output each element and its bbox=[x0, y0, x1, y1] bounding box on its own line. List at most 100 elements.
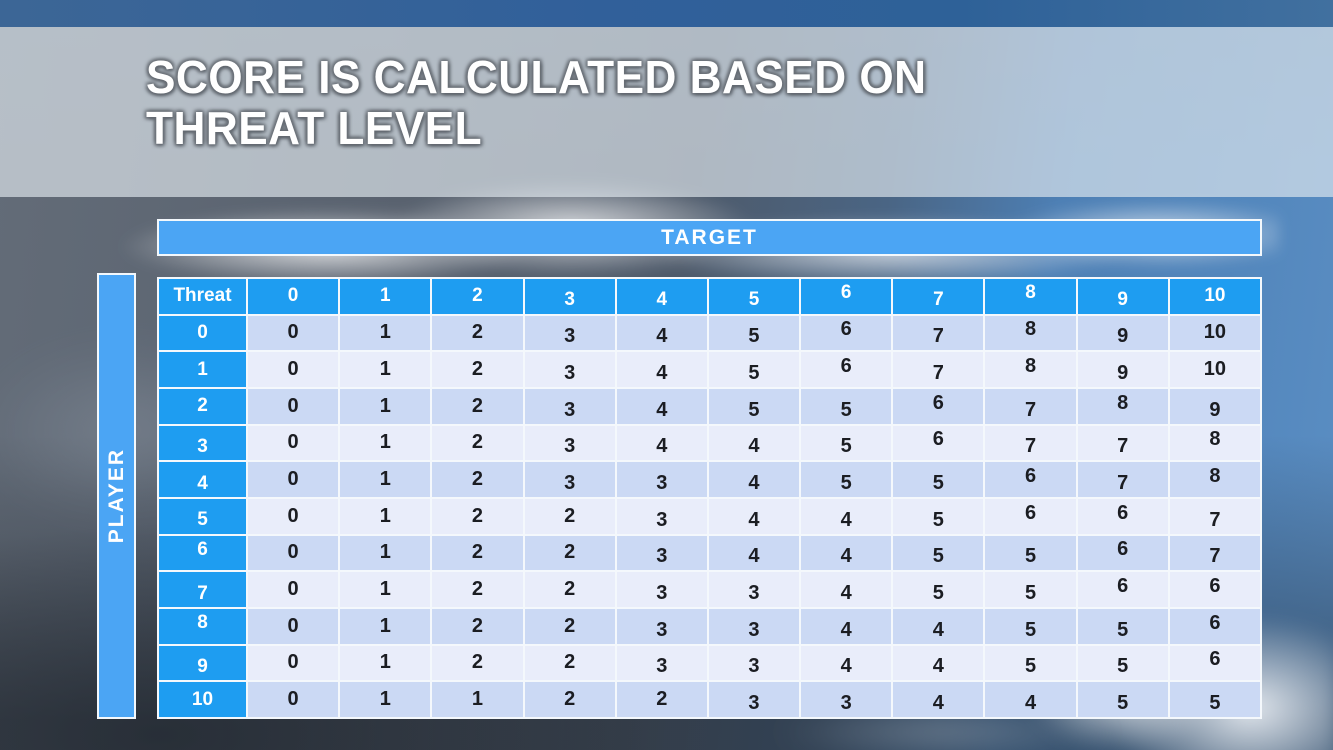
matrix-cell-label: 5 bbox=[748, 325, 760, 348]
matrix-row-header-8-label: 8 bbox=[197, 612, 208, 634]
matrix-cell: 0 bbox=[248, 535, 339, 571]
matrix-column-header-5-label: 5 bbox=[748, 289, 760, 311]
matrix-cell: 2 bbox=[524, 535, 615, 571]
matrix-cell-label: 6 bbox=[1209, 611, 1221, 634]
matrix-cell-label: 3 bbox=[564, 472, 576, 495]
matrix-row-header-2: 2 bbox=[159, 389, 246, 424]
matrix-cell-label: 3 bbox=[656, 655, 668, 678]
matrix-cell-label: 5 bbox=[1024, 655, 1037, 678]
matrix-cell: 5 bbox=[1077, 682, 1168, 717]
matrix-cell: 2 bbox=[432, 389, 523, 424]
matrix-cell-label: 6 bbox=[932, 428, 944, 451]
matrix-cell: 9 bbox=[1169, 389, 1260, 424]
matrix-cell-label: 1 bbox=[379, 321, 391, 344]
matrix-cell-label: 4 bbox=[656, 398, 668, 421]
matrix-cell: 5 bbox=[893, 462, 984, 497]
matrix-cell-label: 4 bbox=[748, 545, 760, 568]
matrix-cell: 3 bbox=[708, 609, 800, 644]
matrix-cell-label: 1 bbox=[379, 358, 391, 381]
matrix-row-header-6: 6 bbox=[159, 535, 246, 571]
matrix-cell: 10 bbox=[1169, 315, 1260, 351]
matrix-cell-label: 5 bbox=[932, 508, 944, 531]
matrix-cell: 2 bbox=[616, 682, 707, 717]
matrix-cell-label: 0 bbox=[287, 578, 299, 601]
matrix-row-header-10: 10 bbox=[159, 682, 246, 717]
matrix-row-header-10-label: 10 bbox=[191, 688, 214, 710]
matrix-column-header-9: 9 bbox=[1077, 279, 1168, 314]
matrix-cell-label: 8 bbox=[1024, 318, 1037, 341]
matrix-cell: 2 bbox=[432, 535, 523, 571]
matrix-row-header-4: 4 bbox=[159, 462, 246, 497]
matrix-cell: 5 bbox=[893, 535, 984, 571]
matrix-cell: 4 bbox=[616, 352, 707, 387]
matrix-cell-label: 6 bbox=[1117, 575, 1129, 598]
matrix-cell-label: 7 bbox=[1209, 508, 1221, 531]
matrix-cell: 5 bbox=[1077, 645, 1168, 681]
matrix-cell-label: 6 bbox=[1024, 465, 1037, 488]
matrix-cell: 5 bbox=[985, 572, 1076, 607]
matrix-cell-label: 3 bbox=[656, 582, 668, 605]
player-axis-bar: PLAYER bbox=[97, 273, 136, 719]
matrix-cell: 1 bbox=[340, 499, 431, 534]
matrix-cell-label: 6 bbox=[840, 318, 852, 341]
matrix-row-header-4-label: 4 bbox=[197, 472, 208, 494]
matrix-cell: 6 bbox=[985, 499, 1076, 534]
matrix-cell-label: 4 bbox=[840, 582, 852, 605]
matrix-cell-label: 4 bbox=[932, 692, 944, 715]
matrix-cell: 0 bbox=[248, 315, 339, 351]
matrix-cell-label: 1 bbox=[379, 651, 391, 674]
matrix-cell-label: 5 bbox=[1117, 655, 1129, 678]
matrix-cell-label: 2 bbox=[471, 651, 483, 674]
matrix-cell-label: 0 bbox=[287, 468, 299, 491]
matrix-column-header-0: 0 bbox=[248, 279, 339, 314]
matrix-cell: 7 bbox=[985, 389, 1076, 424]
matrix-cell-label: 7 bbox=[1117, 435, 1129, 458]
matrix-column-header-4-label: 4 bbox=[656, 289, 668, 311]
matrix-cell-label: 2 bbox=[656, 688, 668, 711]
matrix-cell: 6 bbox=[801, 352, 892, 387]
matrix-cell: 9 bbox=[1077, 315, 1168, 351]
matrix-cell: 7 bbox=[1169, 499, 1260, 534]
matrix-cell: 0 bbox=[248, 499, 339, 534]
matrix-cell: 8 bbox=[985, 352, 1076, 387]
matrix-cell: 1 bbox=[340, 572, 431, 607]
matrix-cell: 3 bbox=[708, 682, 800, 717]
matrix-cell: 3 bbox=[524, 352, 615, 387]
matrix-column-header-7-label: 7 bbox=[933, 289, 944, 311]
matrix-cell-label: 5 bbox=[1117, 692, 1129, 715]
matrix-cell-label: 4 bbox=[656, 435, 668, 458]
matrix-row-header-3-label: 3 bbox=[197, 435, 208, 457]
matrix-column-header-3: 3 bbox=[524, 279, 615, 314]
matrix-cell: 1 bbox=[340, 682, 431, 717]
matrix-cell-label: 3 bbox=[748, 655, 760, 678]
matrix-cell: 7 bbox=[893, 352, 984, 387]
matrix-cell-label: 3 bbox=[748, 692, 760, 715]
matrix-cell-label: 1 bbox=[379, 431, 391, 454]
matrix-column-header-2-label: 2 bbox=[472, 285, 483, 307]
top-strip bbox=[0, 0, 1333, 27]
matrix-cell-label: 4 bbox=[840, 618, 852, 641]
matrix-cell: 3 bbox=[524, 315, 615, 351]
matrix-cell: 9 bbox=[1077, 352, 1168, 387]
matrix-cell-label: 1 bbox=[471, 688, 483, 711]
matrix-cell: 1 bbox=[340, 389, 431, 424]
matrix-cell-label: 2 bbox=[471, 431, 483, 454]
matrix-row-header-7-label: 7 bbox=[197, 582, 208, 604]
matrix-cell: 5 bbox=[985, 609, 1076, 644]
matrix-cell-label: 2 bbox=[471, 614, 483, 637]
matrix-row-header-9-label: 9 bbox=[197, 655, 208, 677]
matrix-cell-label: 5 bbox=[1024, 582, 1037, 605]
matrix-cell-label: 6 bbox=[1209, 648, 1221, 671]
matrix-cell: 2 bbox=[524, 682, 615, 717]
matrix-column-header-1-label: 1 bbox=[379, 285, 391, 307]
matrix-row-header-2-label: 2 bbox=[197, 395, 208, 417]
matrix-column-header-8-label: 8 bbox=[1025, 282, 1036, 304]
matrix-cell: 7 bbox=[1169, 535, 1260, 571]
matrix-cell-label: 1 bbox=[379, 614, 391, 637]
matrix-cell-label: 7 bbox=[1117, 472, 1129, 495]
matrix-cell: 5 bbox=[893, 499, 984, 534]
matrix-cell-label: 3 bbox=[564, 398, 576, 421]
matrix-cell-label: 4 bbox=[840, 545, 852, 568]
matrix-cell-label: 5 bbox=[1117, 618, 1129, 641]
matrix-cell-label: 5 bbox=[932, 582, 944, 605]
